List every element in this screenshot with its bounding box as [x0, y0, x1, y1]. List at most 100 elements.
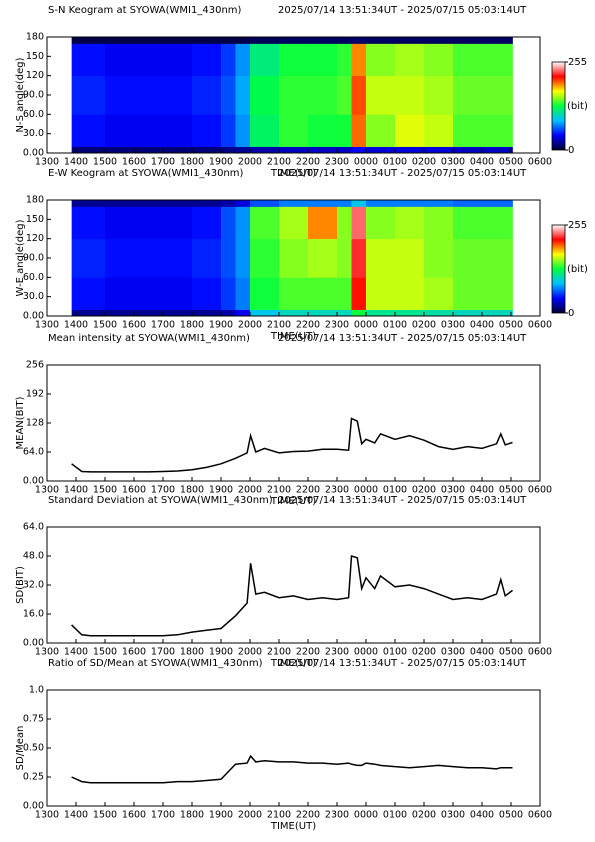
x-tick-label: 2300 — [325, 485, 349, 496]
colorbar-label: (bit) — [567, 101, 588, 112]
colorbar-tick-label: 255 — [568, 57, 587, 68]
heatmap-cell — [395, 277, 425, 310]
x-tick-label: 1500 — [93, 157, 117, 168]
heatmap-cell — [221, 37, 236, 44]
x-axis-label: TIME(UT) — [270, 658, 316, 669]
heatmap-cell — [395, 200, 425, 207]
heatmap-cell — [482, 200, 513, 207]
x-tick-label: 2300 — [325, 320, 349, 331]
y-tick-label: 256 — [26, 360, 44, 371]
heatmap-cell — [71, 37, 106, 44]
heatmap-cell — [250, 43, 280, 77]
x-tick-label: 2100 — [267, 485, 291, 496]
heatmap-cell — [308, 309, 338, 317]
heatmap-cell — [366, 114, 396, 147]
colorbar-tick-label: 255 — [568, 220, 587, 231]
x-tick-label: 0000 — [354, 157, 378, 168]
x-tick-label: 1400 — [64, 157, 88, 168]
heatmap-cell — [105, 146, 135, 154]
chart-title: Standard Deviation at SYOWA(WMI1_430nm) — [48, 495, 273, 506]
heatmap-cell — [250, 309, 280, 317]
x-tick-label: 0500 — [499, 810, 523, 821]
heatmap-cell — [308, 114, 338, 147]
heatmap-cell — [71, 114, 106, 147]
heatmap-cell — [192, 277, 222, 310]
heatmap-cell — [337, 43, 352, 77]
x-tick-label: 1900 — [209, 320, 233, 331]
heatmap-cell — [351, 37, 367, 44]
heatmap-cell — [235, 200, 251, 207]
heatmap-cell — [308, 37, 338, 44]
heatmap-cell — [395, 309, 425, 317]
heatmap-cell — [351, 43, 367, 77]
heatmap-cell — [395, 206, 425, 240]
x-tick-label: 2100 — [267, 647, 291, 658]
heatmap-cell — [192, 43, 222, 77]
heatmap-cell — [351, 206, 367, 240]
x-tick-label: 0600 — [528, 647, 552, 658]
heatmap-cell — [105, 37, 135, 44]
y-tick-label: 30.0 — [23, 128, 44, 139]
x-tick-label: 1500 — [93, 485, 117, 496]
x-tick-label: 0400 — [470, 647, 494, 658]
heatmap-cell — [235, 146, 251, 154]
x-tick-label: 0000 — [354, 647, 378, 658]
heatmap-cell — [337, 146, 352, 154]
heatmap-cell — [308, 75, 338, 115]
x-tick-label: 1400 — [64, 647, 88, 658]
plot-frame — [46, 689, 541, 807]
heatmap-cell — [395, 146, 425, 154]
heatmap-cell — [163, 206, 193, 240]
heatmap-cell — [134, 277, 164, 310]
x-tick-label: 0200 — [412, 810, 436, 821]
heatmap-cell — [105, 206, 135, 240]
x-tick-label: 0300 — [441, 157, 465, 168]
x-tick-label: 1400 — [64, 810, 88, 821]
heatmap-cell — [366, 146, 396, 154]
heatmap-cell — [482, 43, 513, 77]
heatmap-cell — [279, 75, 309, 115]
y-tick-label: 150 — [26, 214, 44, 225]
chart-subtitle: 2025/07/14 13:51:34UT - 2025/07/15 05:03… — [278, 658, 527, 669]
x-tick-label: 0100 — [383, 647, 407, 658]
heatmap-cell — [250, 75, 280, 115]
heatmap-cell — [235, 43, 251, 77]
y-tick-label: 150 — [26, 51, 44, 62]
x-tick-label: 1600 — [122, 320, 146, 331]
x-tick-label: 0500 — [499, 320, 523, 331]
heatmap-cell — [395, 43, 425, 77]
heatmap-cell — [192, 206, 222, 240]
heatmap-cell — [424, 146, 454, 154]
x-tick-label: 0300 — [441, 810, 465, 821]
heatmap-cell — [235, 309, 251, 317]
colorbar — [551, 61, 566, 151]
x-tick-label: 1800 — [180, 157, 204, 168]
heatmap-cell — [351, 75, 367, 115]
heatmap-cell — [235, 238, 251, 278]
y-axis-label: SD(BIT) — [15, 566, 26, 604]
heatmap-cell — [424, 277, 454, 310]
heatmap-cell — [351, 146, 367, 154]
chart-title: Ratio of SD/Mean at SYOWA(WMI1_430nm) — [48, 658, 263, 669]
heatmap-cell — [482, 277, 513, 310]
x-tick-label: 0300 — [441, 647, 465, 658]
x-tick-label: 0200 — [412, 647, 436, 658]
colorbar — [551, 224, 566, 314]
heatmap-cell — [366, 238, 396, 278]
x-tick-label: 1300 — [35, 157, 59, 168]
heatmap-cell — [163, 200, 193, 207]
heatmap-cell — [308, 238, 338, 278]
y-tick-label: 0.00 — [23, 148, 44, 159]
heatmap-cell — [453, 37, 483, 44]
heatmap-cell — [453, 146, 483, 154]
heatmap-cell — [250, 114, 280, 147]
heatmap-cell — [308, 277, 338, 310]
y-tick-label: 48.0 — [23, 551, 44, 562]
chart-subtitle: 2025/07/14 13:51:34UT - 2025/07/15 05:03… — [278, 168, 527, 179]
x-tick-label: 1800 — [180, 647, 204, 658]
heatmap-cell — [250, 238, 280, 278]
colorbar-tick-label: 0 — [568, 145, 574, 156]
heatmap-cell — [351, 309, 367, 317]
heatmap-cell — [192, 200, 222, 207]
x-axis-label: TIME(UT) — [270, 821, 316, 832]
